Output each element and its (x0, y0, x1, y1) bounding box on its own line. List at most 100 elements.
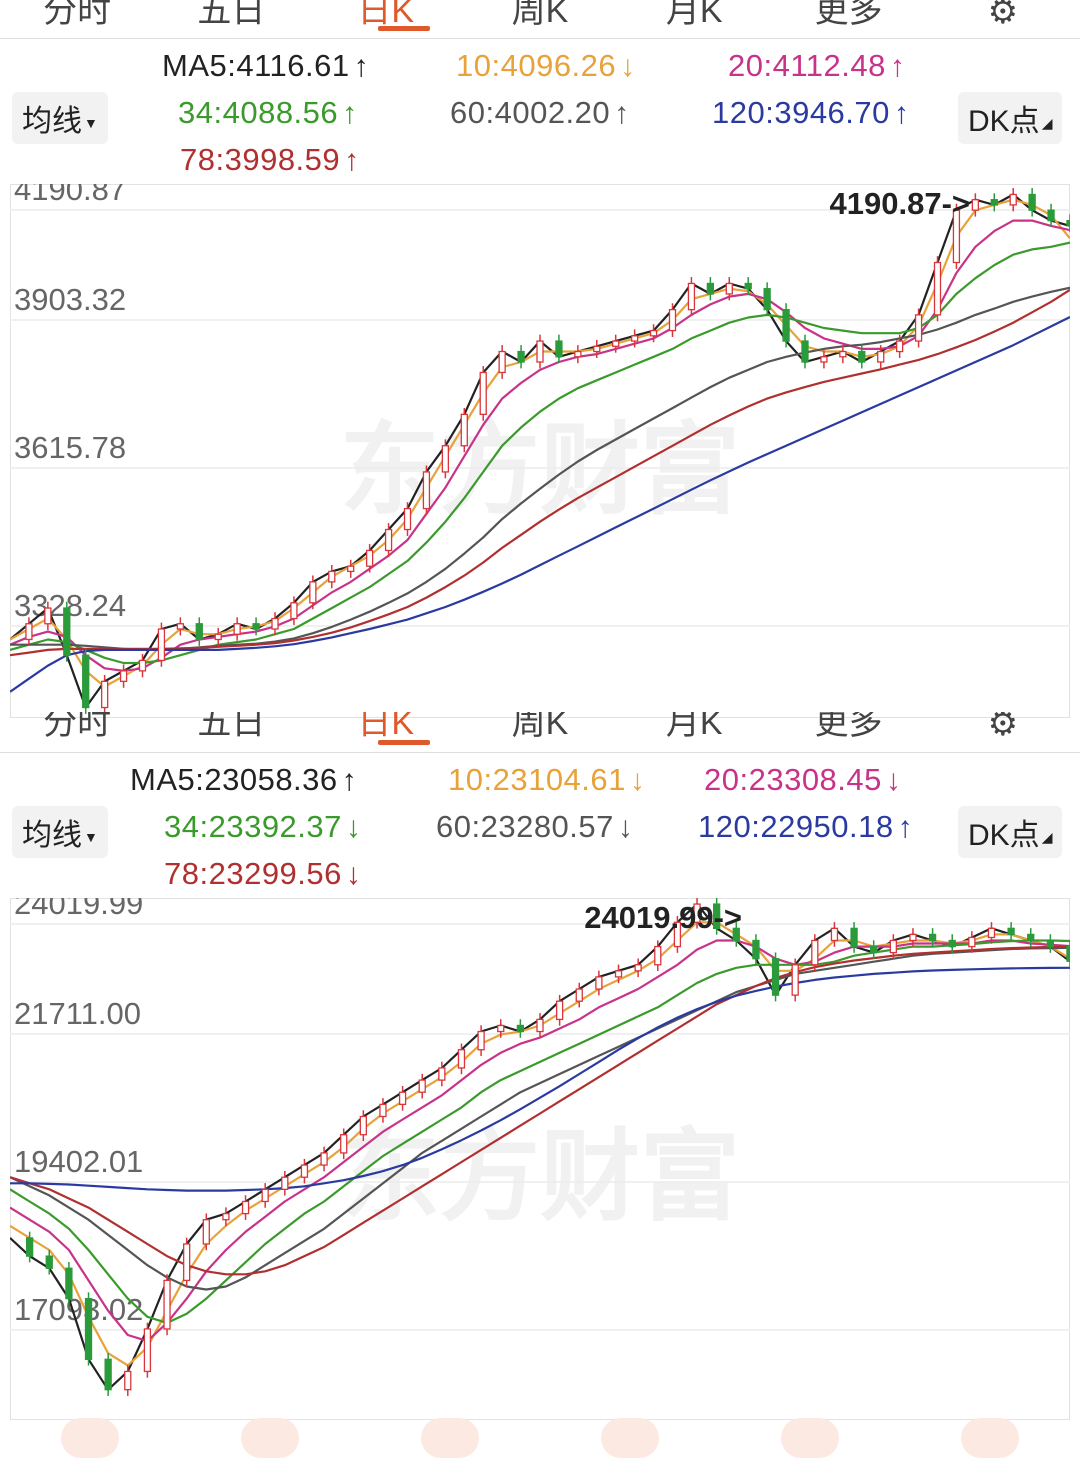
candle-body (347, 565, 355, 573)
kline-svg-2: 东方财富24019.9921711.0019402.0117093.022401… (10, 898, 1070, 1420)
candle-body (163, 1279, 171, 1330)
ma-line-2 (10, 219, 1070, 672)
bottom-nav-partial (0, 1418, 1080, 1458)
ma5-value: MA5:23058.36 ↑ (130, 762, 358, 797)
candle-body (706, 282, 715, 295)
candle-body (359, 1115, 367, 1136)
candle-body (1046, 939, 1055, 948)
nav-pill[interactable] (241, 1418, 299, 1458)
dk-point-button[interactable]: DK点 ◢ (958, 806, 1063, 858)
tab-intraday[interactable]: 分时 (43, 712, 112, 742)
candle-body (119, 670, 128, 683)
nav-pill[interactable] (421, 1418, 479, 1458)
dropdown-triangle-icon: ▼ (84, 829, 98, 846)
candle-body (143, 1328, 152, 1373)
candle-body (84, 1297, 93, 1360)
trend-arrow-icon: ↓ (345, 811, 362, 844)
candle-body (732, 927, 740, 942)
candle-body (418, 1079, 426, 1093)
candle-body (668, 308, 677, 332)
candle-body (138, 659, 147, 672)
candle-body (398, 1091, 407, 1106)
ma-button-label: 均线 (22, 819, 82, 852)
settings-gear-icon[interactable]: ⚙ (987, 712, 1019, 743)
corner-triangle-icon: ◢ (1041, 114, 1053, 131)
candle-body (100, 680, 109, 709)
ma34-value: 34:4088.56 ↑ (178, 95, 358, 130)
candle-body (1009, 193, 1017, 206)
candle-body (634, 964, 642, 972)
max-price-marker: 24019.99-> (584, 900, 742, 935)
tab-monthly-k[interactable]: 月K (665, 0, 723, 30)
tab-daily-k[interactable]: 日K (357, 712, 415, 742)
trend-arrow-icon: ↑ (614, 97, 630, 130)
candle-body (649, 329, 658, 337)
y-tick-label: 3903.32 (14, 282, 126, 317)
candle-body (384, 528, 393, 552)
ma-type-button[interactable]: 均线 ▼ (12, 92, 108, 144)
ma-type-button[interactable]: 均线 ▼ (12, 806, 108, 858)
kline-svg-1: 东方财富4190.873903.323615.783328.244190.87-… (10, 184, 1070, 718)
candle-body (933, 261, 942, 316)
candle-body (877, 350, 885, 363)
candle-body (176, 623, 185, 630)
candle-body (889, 939, 897, 954)
candle-body (82, 654, 90, 709)
nav-pill[interactable] (61, 1418, 119, 1458)
candle-body (517, 350, 525, 363)
ma-legend-1: 均线 ▼ DK点 ◢ MA5:4116.61 ↑ 10:4096.26 ↓ 20:411… (0, 44, 1080, 184)
candle-body (340, 1134, 348, 1154)
trend-arrow-icon: ↑ (353, 50, 370, 83)
tab-more[interactable]: 更多 (814, 0, 883, 30)
candle-body (252, 623, 260, 630)
candle-body (104, 1358, 112, 1391)
kline-chart-1[interactable]: 东方财富 4190.87 3903.32 3615.78 3328.24 4190.87-… (10, 184, 1070, 718)
candle-body (612, 340, 620, 347)
chart-frame (10, 184, 1070, 718)
tab-daily-k[interactable]: 日K (357, 0, 415, 30)
nav-pill[interactable] (781, 1418, 839, 1458)
kline-chart-2[interactable]: 东方财富 24019.99 21711.00 19402.01 17093.02 2401… (10, 898, 1070, 1420)
nav-pill[interactable] (601, 1418, 659, 1458)
divider (0, 38, 1080, 39)
candle-body (791, 964, 799, 996)
watermark-text: 东方财富 (340, 411, 740, 528)
candle-body (574, 350, 582, 358)
ma-line-5 (10, 288, 1070, 657)
candle-body (630, 335, 639, 342)
trend-arrow-icon: ↓ (620, 50, 636, 83)
ma-line-3 (10, 241, 1070, 665)
candle-body (763, 288, 771, 311)
ma120-value: 120:22950.18 ↑ (698, 809, 914, 844)
candle-body (771, 958, 780, 996)
candle-body (595, 976, 603, 990)
watermark-text: 东方财富 (340, 1118, 740, 1235)
candle-body (801, 340, 809, 363)
candle-body (536, 340, 544, 363)
candle-body (1047, 209, 1055, 222)
nav-pill[interactable] (961, 1418, 1019, 1458)
ma20-value: 20:23308.45 ↓ (704, 762, 902, 797)
candle-body (713, 903, 721, 929)
y-tick-label: 19402.01 (14, 1144, 143, 1179)
candle-body (457, 1049, 466, 1069)
trend-arrow-icon: ↑ (897, 811, 914, 844)
candle-body (25, 623, 33, 641)
tab-intraday[interactable]: 分时 (43, 0, 112, 30)
candle-body (281, 1176, 289, 1190)
tab-five-day[interactable]: 五日 (197, 0, 266, 30)
candle-body (968, 936, 976, 948)
active-tab-underline (378, 26, 430, 31)
tab-five-day[interactable]: 五日 (197, 712, 266, 742)
dk-point-button[interactable]: DK点 ◢ (958, 92, 1063, 144)
tab-weekly-k[interactable]: 周K (511, 0, 569, 30)
candle-body (497, 1024, 505, 1033)
tab-more[interactable]: 更多 (814, 712, 883, 742)
settings-gear-icon[interactable]: ⚙ (987, 0, 1019, 31)
candle-body (858, 350, 866, 363)
candle-body (403, 507, 412, 531)
tab-weekly-k[interactable]: 周K (511, 712, 569, 742)
tab-monthly-k[interactable]: 月K (665, 712, 723, 742)
y-tick-label: 3615.78 (14, 430, 126, 465)
candle-body (195, 623, 203, 641)
